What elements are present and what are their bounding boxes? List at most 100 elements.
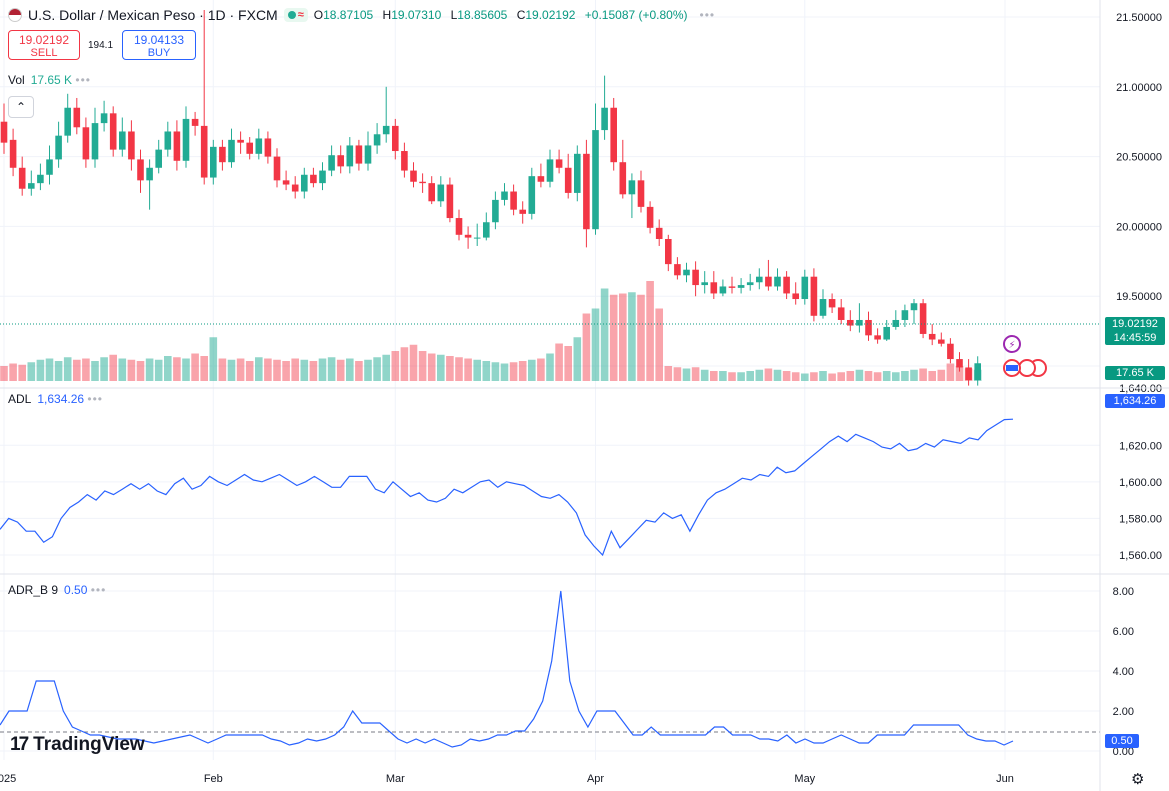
us-flag-event-icon[interactable] xyxy=(1018,359,1036,377)
volume-bar xyxy=(127,359,136,381)
volume-bar xyxy=(336,359,345,381)
volume-bar xyxy=(391,351,400,381)
candle-body xyxy=(756,276,763,283)
volume-bar xyxy=(882,371,891,381)
tradingview-logo-icon: 17 xyxy=(10,734,29,755)
candle-body xyxy=(291,184,299,192)
time-tick-label: Feb xyxy=(204,773,223,785)
candle-body xyxy=(601,107,608,131)
volume-bar xyxy=(209,337,218,381)
volume-bar xyxy=(955,366,964,381)
volume-more-icon[interactable]: ••• xyxy=(75,73,92,87)
candle-body xyxy=(765,276,772,287)
market-open-icon xyxy=(287,11,296,19)
adl-legend[interactable]: ADL 1,634.26 ••• xyxy=(8,392,103,406)
candle-body xyxy=(701,282,708,286)
candle-body xyxy=(64,107,71,136)
volume-bar xyxy=(619,293,627,381)
candle-body xyxy=(865,319,872,336)
adl-more-icon[interactable]: ••• xyxy=(87,392,104,406)
time-tick-label: May xyxy=(794,773,815,785)
candle-body xyxy=(592,130,599,230)
buy-price: 19.04133 xyxy=(133,33,185,47)
candle-body xyxy=(282,180,290,185)
candle-body xyxy=(810,276,818,316)
candle-body xyxy=(528,176,536,214)
candle-body xyxy=(310,174,317,184)
market-status-pill[interactable]: ≈ xyxy=(283,8,308,22)
volume-bar xyxy=(764,368,773,381)
volume-bar xyxy=(728,372,736,381)
header-more-icon[interactable]: ••• xyxy=(699,8,716,22)
volume-bar xyxy=(855,369,864,381)
volume-bar xyxy=(655,308,663,381)
candle-body xyxy=(182,118,190,161)
candle-body xyxy=(674,264,681,276)
change-value: +0.15087 (+0.80%) xyxy=(584,8,688,22)
symbol-title[interactable]: U.S. Dollar / Mexican Peso · 1D · FXCM xyxy=(28,7,278,23)
adr-more-icon[interactable]: ••• xyxy=(90,583,107,597)
volume-bar xyxy=(828,373,836,381)
adr-legend-value: 0.50 xyxy=(64,583,88,597)
sell-label: SELL xyxy=(30,47,58,59)
adl-tick-label: 1,620.00 xyxy=(1119,440,1162,452)
volume-bar xyxy=(646,281,654,381)
volume-bar xyxy=(664,366,673,381)
candle-body xyxy=(455,218,463,235)
sell-price: 19.02192 xyxy=(18,33,70,47)
candle-body xyxy=(564,167,572,193)
volume-bar xyxy=(36,359,45,381)
volume-bar xyxy=(910,369,918,381)
volume-bar xyxy=(919,368,927,381)
volume-bar xyxy=(609,294,618,381)
candle-body xyxy=(100,113,108,124)
adr-legend-name: ADR_B 9 xyxy=(8,583,59,597)
volume-bar xyxy=(819,371,827,381)
volume-bar xyxy=(801,373,809,381)
candle-body xyxy=(364,145,372,164)
volume-bar xyxy=(582,313,591,381)
symbol-header: U.S. Dollar / Mexican Peso · 1D · FXCM ≈… xyxy=(8,4,715,26)
chevron-up-icon: ⌃ xyxy=(15,100,27,114)
volume-legend[interactable]: Vol 17.65 K ••• xyxy=(8,73,91,87)
adl-legend-name: ADL xyxy=(8,392,32,406)
volume-bar xyxy=(892,372,900,381)
candle-body xyxy=(428,183,435,202)
candle-body xyxy=(46,159,53,175)
candle-body xyxy=(619,162,627,195)
candle-body xyxy=(901,310,909,320)
adl-last-tag: 1,634.26 xyxy=(1105,394,1165,408)
lightning-icon[interactable] xyxy=(1003,335,1021,353)
candle-body xyxy=(692,269,699,286)
volume-bar xyxy=(164,356,172,381)
adr-legend[interactable]: ADR_B 9 0.50 ••• xyxy=(8,583,106,597)
volume-bar xyxy=(628,292,636,381)
collapse-button[interactable]: ⌃ xyxy=(8,96,34,118)
adl-tick-label: 1,560.00 xyxy=(1119,550,1162,562)
buy-label: BUY xyxy=(147,47,171,59)
candle-body xyxy=(237,139,244,143)
gear-icon[interactable]: ⚙ xyxy=(1131,771,1145,788)
candle-body xyxy=(91,123,99,160)
sell-button[interactable]: 19.02192 SELL xyxy=(8,30,80,60)
candle-body xyxy=(938,339,945,344)
high-label: H xyxy=(382,8,392,22)
price-tick-label: 20.50000 xyxy=(1116,152,1162,164)
volume-bar xyxy=(500,363,509,381)
volume-bar xyxy=(245,361,254,381)
volume-bar xyxy=(555,343,563,381)
volume-bar xyxy=(291,358,299,381)
tradingview-logo[interactable]: 17 TradingView xyxy=(10,734,145,756)
volume-bar xyxy=(191,353,199,381)
candle-body xyxy=(792,293,799,300)
candle-body xyxy=(328,155,335,171)
buy-button[interactable]: 19.04133 BUY xyxy=(122,30,196,60)
event-icons[interactable]: ⚡ xyxy=(1003,335,1047,377)
adr-line xyxy=(0,590,1014,748)
candle-body xyxy=(9,139,17,168)
candle-body xyxy=(264,138,272,157)
volume-bar xyxy=(27,362,36,381)
volume-bar xyxy=(91,361,99,381)
volume-bar xyxy=(355,361,363,381)
